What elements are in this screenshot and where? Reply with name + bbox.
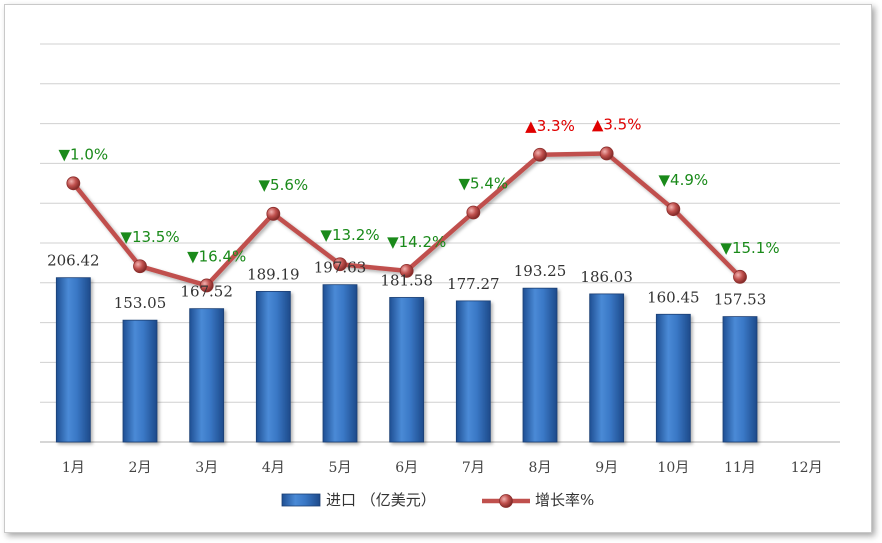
legend: 进口 （亿美元） 增长率% bbox=[281, 491, 594, 509]
x-tick-label: 4月 bbox=[262, 460, 285, 476]
x-tick-label: 11月 bbox=[724, 460, 756, 476]
growth-point bbox=[333, 257, 347, 272]
growth-point bbox=[66, 176, 81, 191]
bar bbox=[322, 284, 358, 443]
bar bbox=[589, 293, 625, 443]
x-tick-label: 6月 bbox=[395, 460, 418, 476]
growth-label: ▼13.5% bbox=[120, 228, 179, 246]
bar-value-label: 197.63 bbox=[314, 259, 367, 277]
growth-label: ▼1.0% bbox=[59, 145, 109, 163]
bar bbox=[122, 319, 158, 443]
growth-point bbox=[533, 147, 547, 162]
growth-label: ▼16.4% bbox=[187, 247, 246, 265]
bar-value-label: 153.05 bbox=[114, 294, 167, 312]
bar bbox=[455, 300, 491, 443]
x-tick-label: 10月 bbox=[657, 460, 689, 476]
x-tick-label: 1月 bbox=[62, 460, 85, 476]
bar-value-label: 186.03 bbox=[580, 268, 633, 286]
growth-label: ▼5.4% bbox=[459, 174, 509, 192]
growth-point bbox=[599, 146, 614, 161]
growth-label: ▲3.5% bbox=[592, 115, 642, 133]
growth-point bbox=[266, 206, 281, 221]
growth-label: ▼5.6% bbox=[259, 176, 309, 194]
x-tick-label: 8月 bbox=[529, 460, 552, 476]
growth-label: ▲3.3% bbox=[525, 117, 575, 135]
legend-line-marker bbox=[499, 494, 513, 508]
growth-label: ▼13.2% bbox=[320, 226, 379, 244]
bar bbox=[655, 313, 691, 443]
bar-value-label: 157.53 bbox=[714, 291, 767, 309]
x-tick-label: 9月 bbox=[595, 460, 618, 476]
legend-bar-swatch bbox=[281, 493, 321, 507]
bar bbox=[522, 287, 558, 443]
legend-bar-label: 进口 （亿美元） bbox=[326, 491, 436, 509]
labels-layer: 206.42 153.05 167.52 189.19 197.63 181.58 177.… bbox=[47, 115, 780, 312]
bar bbox=[189, 308, 225, 443]
bar-value-label: 160.45 bbox=[647, 288, 700, 306]
bar bbox=[55, 277, 91, 443]
bars-layer bbox=[55, 277, 758, 443]
bar-value-label: 181.58 bbox=[380, 271, 433, 289]
bar-value-label: 177.27 bbox=[447, 275, 500, 293]
growth-point bbox=[733, 269, 747, 284]
x-tick-label: 12月 bbox=[791, 460, 823, 476]
growth-point bbox=[199, 278, 214, 293]
legend-line-label: 增长率% bbox=[535, 491, 594, 509]
growth-point bbox=[133, 259, 147, 274]
x-axis: 1月 2月 3月 4月 5月 6月 7月 8月 9月 10月 11月 12月 bbox=[62, 460, 823, 476]
x-tick-label: 7月 bbox=[462, 460, 485, 476]
bar-value-label: 206.42 bbox=[47, 252, 100, 270]
x-tick-label: 5月 bbox=[329, 460, 352, 476]
growth-label: ▼15.1% bbox=[720, 239, 779, 257]
x-tick-label: 2月 bbox=[129, 460, 152, 476]
growth-point bbox=[666, 202, 681, 217]
growth-point bbox=[466, 205, 481, 220]
growth-label: ▼4.9% bbox=[659, 171, 709, 189]
bar bbox=[255, 291, 291, 443]
bar-value-label: 167.52 bbox=[180, 283, 233, 301]
bar bbox=[389, 297, 425, 443]
x-tick-label: 3月 bbox=[195, 460, 218, 476]
bar bbox=[722, 316, 758, 443]
growth-point bbox=[399, 263, 414, 278]
growth-label: ▼14.2% bbox=[387, 233, 446, 251]
bar-value-label: 193.25 bbox=[514, 262, 567, 280]
bar-value-label: 189.19 bbox=[247, 265, 300, 283]
growth-line-layer bbox=[66, 146, 747, 293]
